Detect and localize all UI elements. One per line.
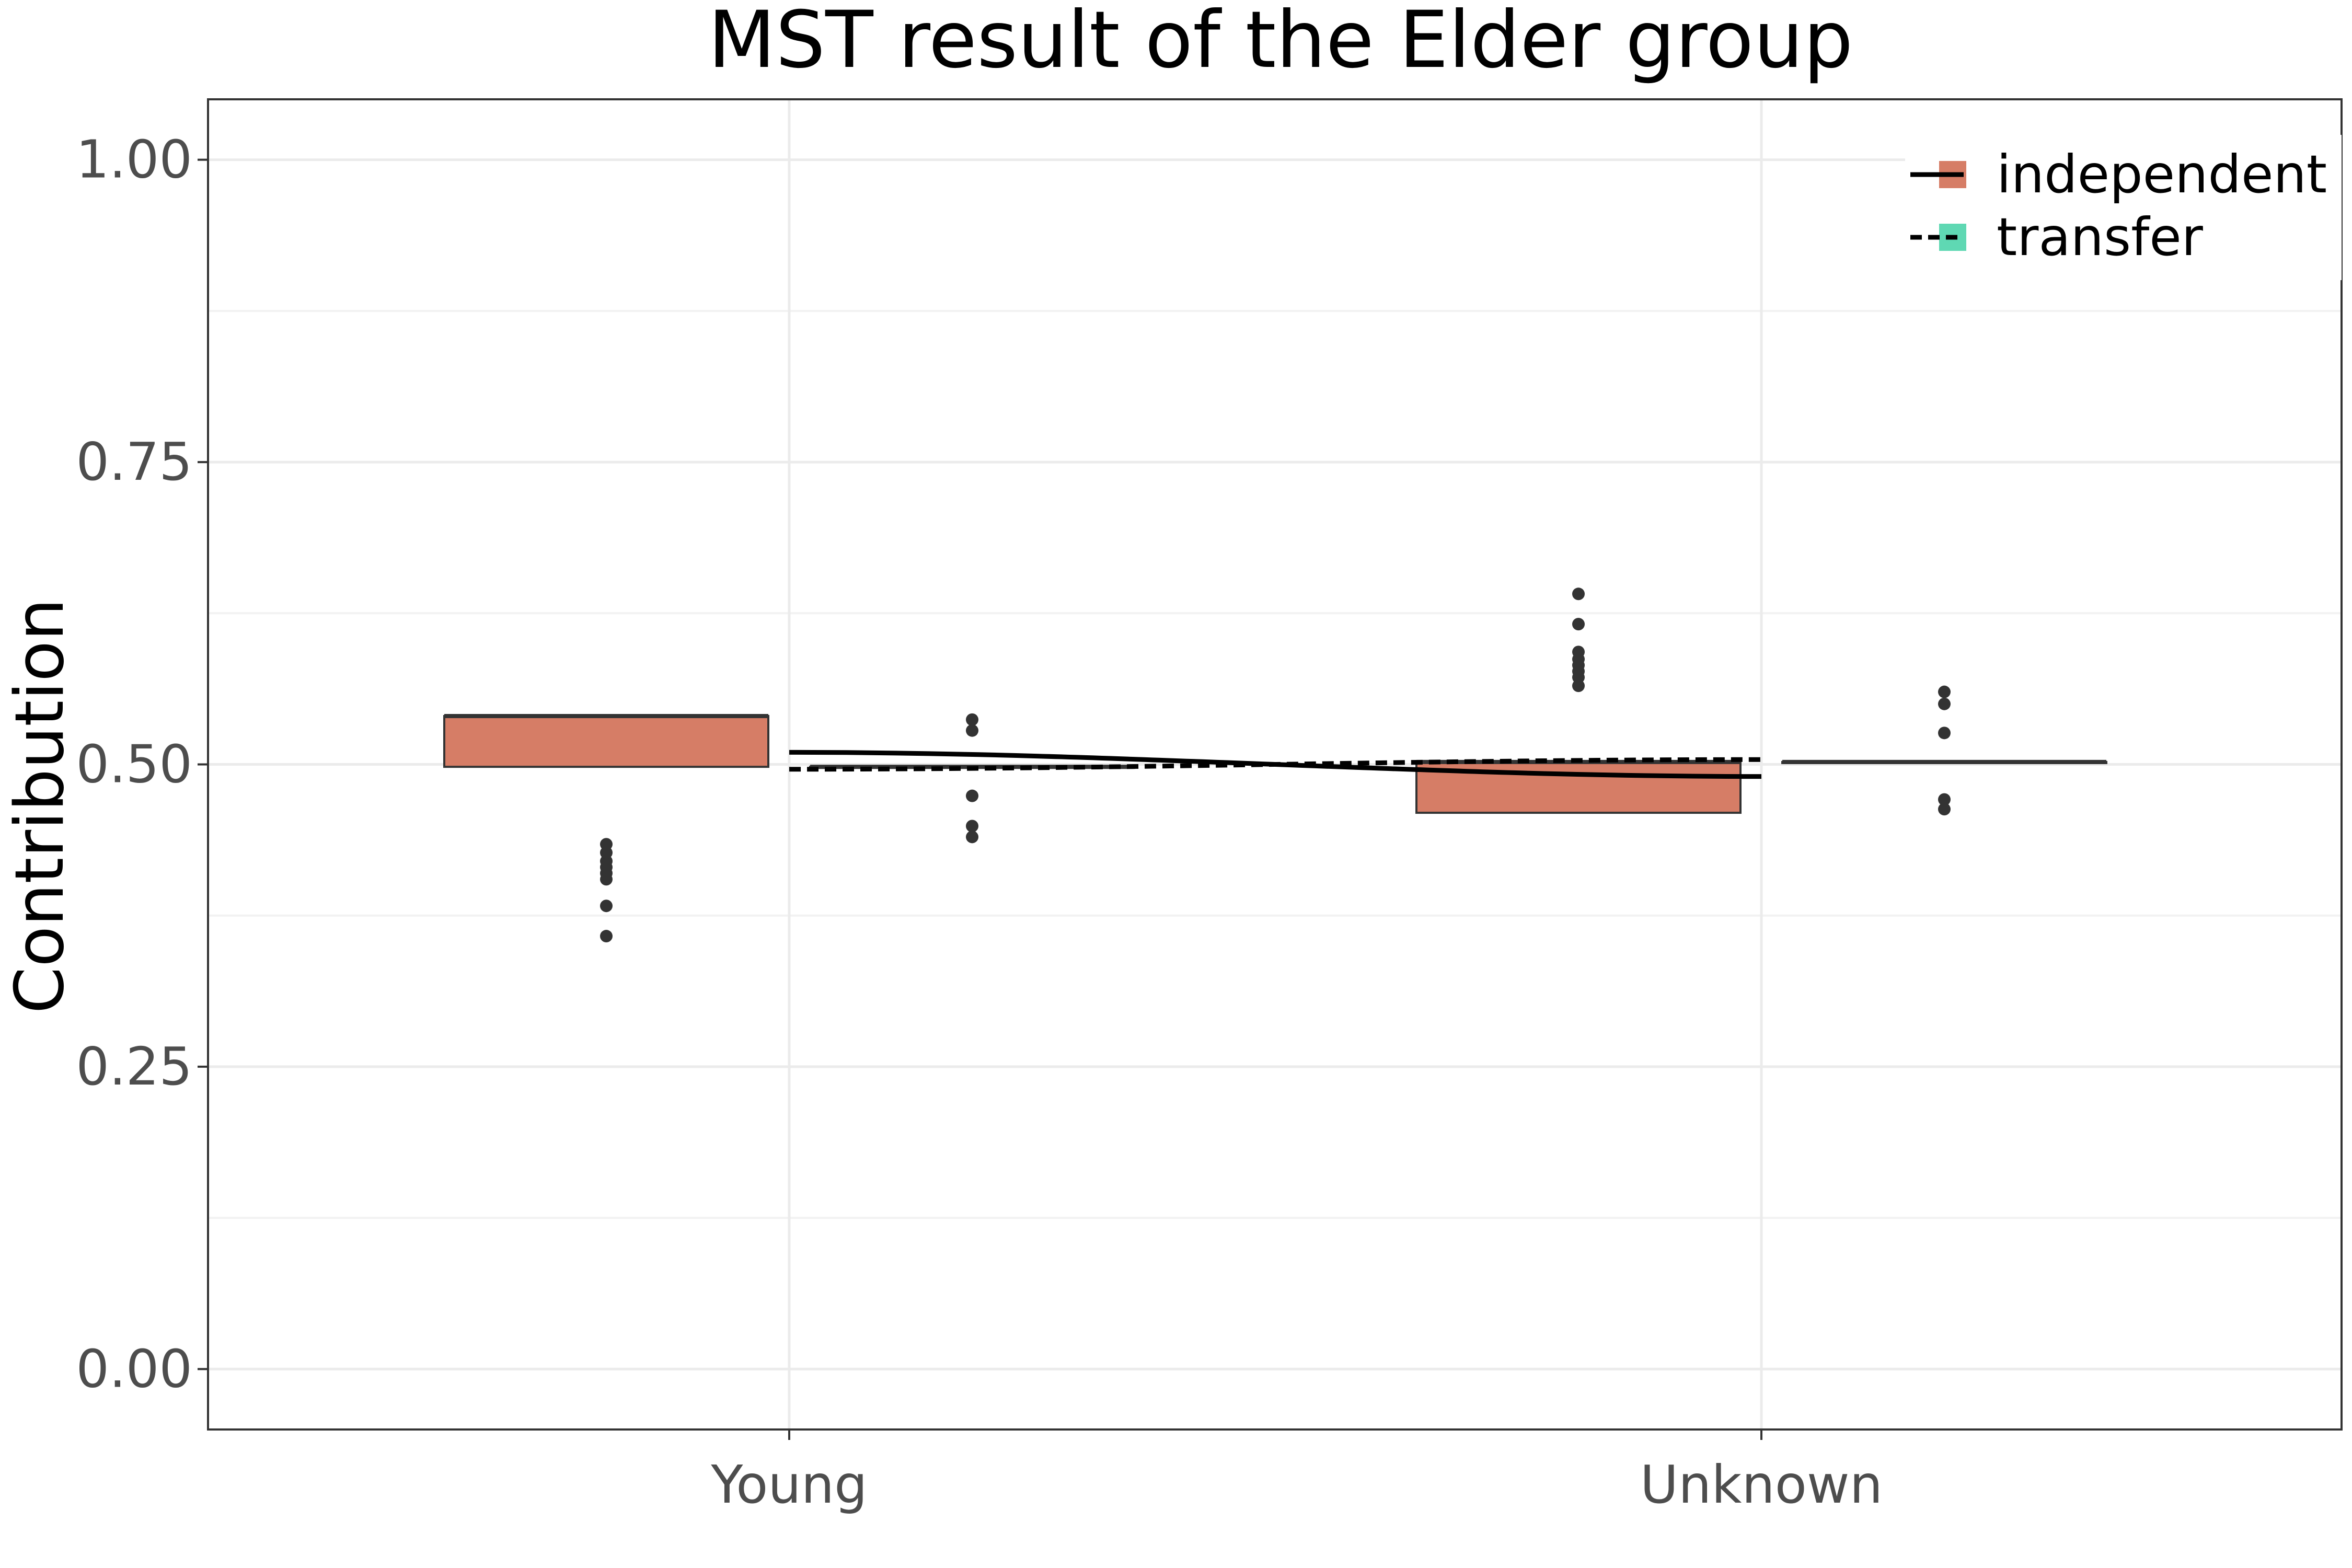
transfer-outlier-point — [1938, 727, 1951, 740]
independent-outlier-point — [600, 930, 613, 943]
transfer-outlier-point — [1938, 793, 1951, 806]
x-tick-label: Young — [710, 1454, 867, 1515]
plot-border — [207, 98, 2343, 1431]
transfer-outlier-point — [1938, 697, 1951, 710]
chart-title: MST result of the Elder group — [708, 0, 1853, 86]
legend-background — [1905, 135, 2342, 280]
transfer-legend-label: transfer — [1997, 206, 2204, 268]
transfer-outlier-point — [966, 713, 978, 726]
y-tick-label: 0.50 — [76, 734, 192, 795]
y-tick-label: 1.00 — [76, 129, 192, 190]
transfer-outlier-point — [966, 789, 978, 802]
transfer-outlier-point — [966, 831, 978, 844]
y-axis-title: Contribution — [1, 598, 79, 1014]
independent-outlier-point — [1572, 618, 1585, 631]
independent-box — [443, 714, 769, 768]
y-tick-label: 0.00 — [76, 1338, 192, 1399]
transfer-outlier-point — [1938, 803, 1951, 816]
y-tick-label: 0.75 — [76, 431, 192, 492]
y-tick-label: 0.25 — [76, 1036, 192, 1097]
transfer-trend-line — [789, 757, 1762, 772]
x-tick-label: Unknown — [1640, 1454, 1883, 1515]
transfer-outlier-point — [1938, 685, 1951, 698]
independent-outlier-point — [1572, 645, 1585, 659]
independent-outlier-point — [1572, 587, 1585, 601]
transfer-outlier-point — [966, 724, 978, 737]
independent-outlier-point — [600, 838, 613, 851]
independent-legend-label: independent — [1997, 144, 2327, 205]
independent-outlier-point — [600, 900, 613, 913]
transfer-outlier-point — [966, 820, 978, 833]
plot-layer: 0.00 0.25 0.50 0.75 1.00 Young Unknown — [76, 98, 2343, 1515]
